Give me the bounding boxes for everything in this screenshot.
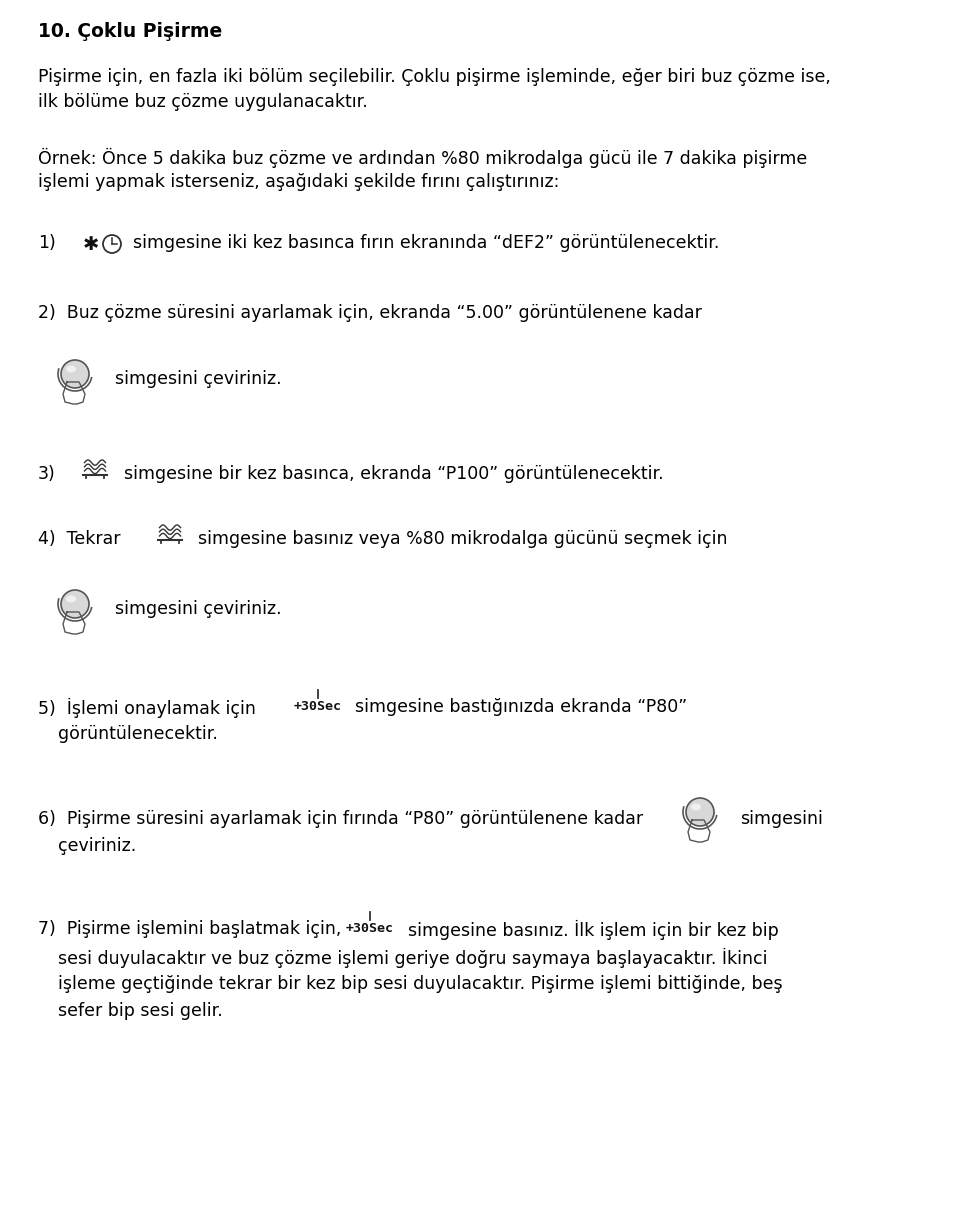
Text: ilk bölüme buz çözme uygulanacaktır.: ilk bölüme buz çözme uygulanacaktır. [38,93,368,111]
Text: 4)  Tekrar: 4) Tekrar [38,530,121,548]
Text: 5)  İşlemi onaylamak için: 5) İşlemi onaylamak için [38,698,256,718]
Text: simgesine bastığınızda ekranda “P80”: simgesine bastığınızda ekranda “P80” [355,698,687,716]
Text: 7)  Pişirme işlemini başlatmak için,: 7) Pişirme işlemini başlatmak için, [38,920,342,938]
Ellipse shape [66,366,76,373]
Text: Örnek: Önce 5 dakika buz çözme ve ardından %80 mikrodalga gücü ile 7 dakika pişi: Örnek: Önce 5 dakika buz çözme ve ardınd… [38,148,807,168]
Text: simgesini çeviriniz.: simgesini çeviriniz. [115,600,281,618]
Circle shape [61,360,89,387]
Text: görüntülenecektir.: görüntülenecektir. [58,725,218,744]
Text: simgesine basınız veya %80 mikrodalga gücünü seçmek için: simgesine basınız veya %80 mikrodalga gü… [198,530,728,548]
Text: 1): 1) [38,234,56,252]
Text: 3): 3) [38,465,56,483]
Text: simgesine bir kez basınca, ekranda “P100” görüntülenecektir.: simgesine bir kez basınca, ekranda “P100… [124,465,663,483]
Text: simgesini: simgesini [740,810,823,828]
Text: 10. Çoklu Pişirme: 10. Çoklu Pişirme [38,22,223,41]
Ellipse shape [691,804,701,810]
Text: 2)  Buz çözme süresini ayarlamak için, ekranda “5.00” görüntülenene kadar: 2) Buz çözme süresini ayarlamak için, ek… [38,304,702,322]
Text: simgesine iki kez basınca fırın ekranında “dEF2” görüntülenecektir.: simgesine iki kez basınca fırın ekranınd… [133,234,719,252]
Text: işleme geçtiğinde tekrar bir kez bip sesi duyulacaktır. Pişirme işlemi bittiğind: işleme geçtiğinde tekrar bir kez bip ses… [58,975,782,993]
Text: +30Sec: +30Sec [346,921,394,934]
Text: Pişirme için, en fazla iki bölüm seçilebilir. Çoklu pişirme işleminde, eğer biri: Pişirme için, en fazla iki bölüm seçileb… [38,68,830,86]
Text: 6)  Pişirme süresini ayarlamak için fırında “P80” görüntülenene kadar: 6) Pişirme süresini ayarlamak için fırın… [38,810,643,828]
Text: +30Sec: +30Sec [294,700,342,712]
Circle shape [686,798,714,826]
Text: ✱: ✱ [83,234,99,253]
Text: çeviriniz.: çeviriniz. [58,836,136,855]
Text: sefer bip sesi gelir.: sefer bip sesi gelir. [58,1002,223,1020]
Text: simgesini çeviriniz.: simgesini çeviriniz. [115,371,281,387]
Circle shape [61,590,89,618]
Text: sesi duyulacaktır ve buz çözme işlemi geriye doğru saymaya başlayacaktır. İkinci: sesi duyulacaktır ve buz çözme işlemi ge… [58,947,767,968]
Text: işlemi yapmak isterseniz, aşağıdaki şekilde fırını çalıştırınız:: işlemi yapmak isterseniz, aşağıdaki şeki… [38,173,560,191]
Ellipse shape [66,595,76,602]
Text: simgesine basınız. İlk işlem için bir kez bip: simgesine basınız. İlk işlem için bir ke… [408,920,779,940]
